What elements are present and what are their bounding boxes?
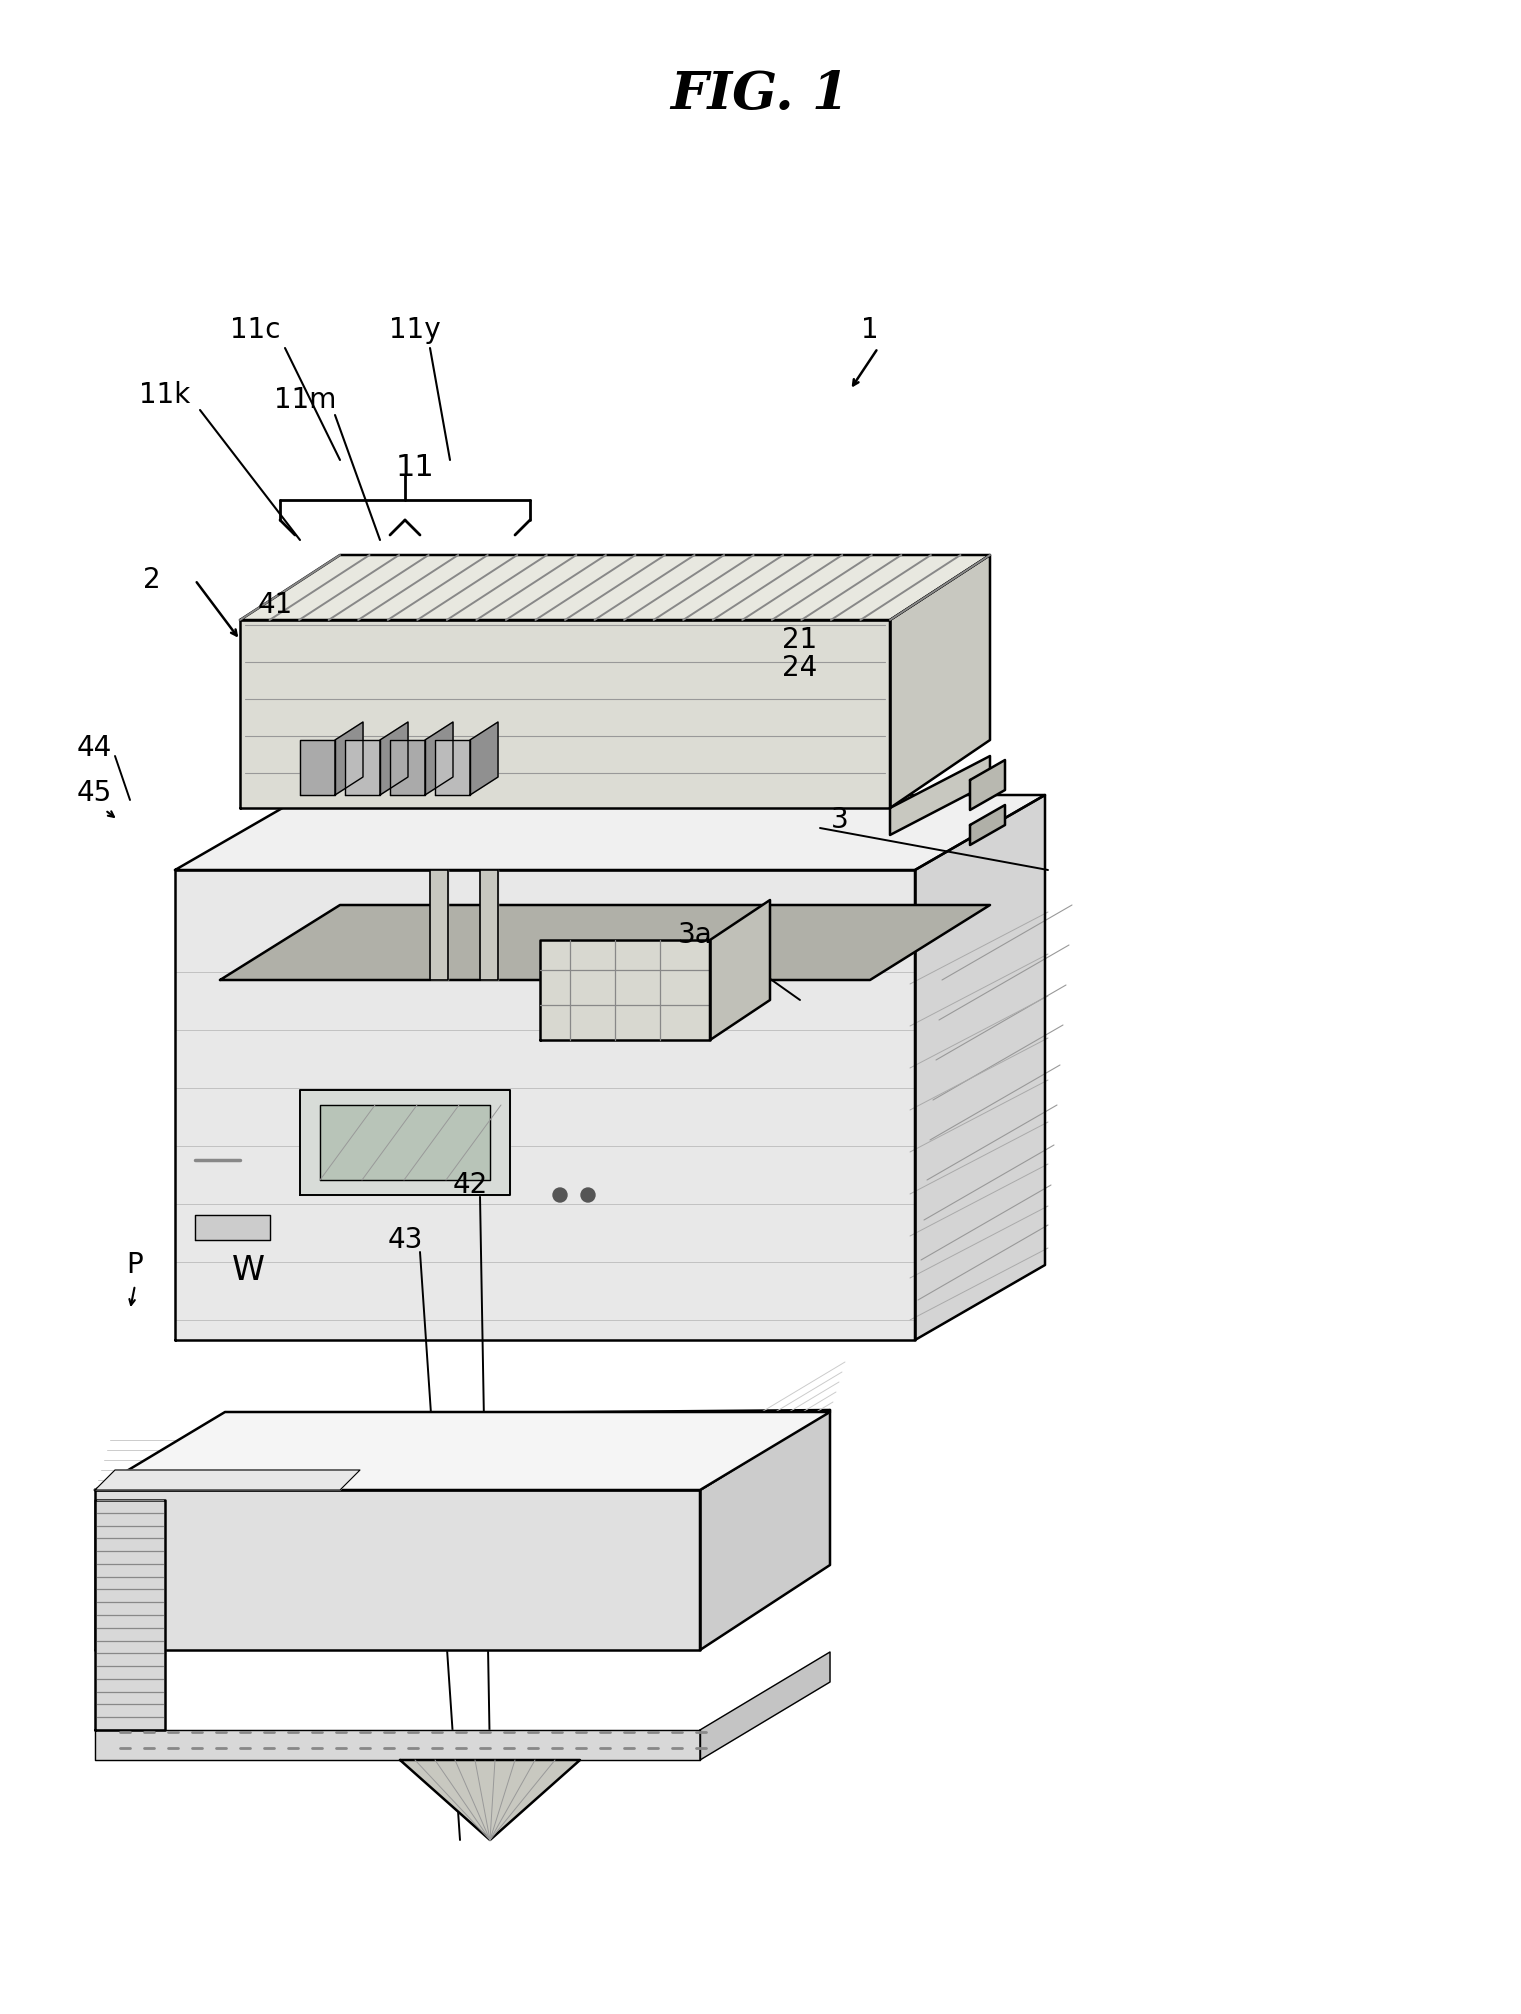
Text: W: W xyxy=(231,1253,265,1287)
Polygon shape xyxy=(240,556,990,620)
Polygon shape xyxy=(300,1090,510,1194)
Polygon shape xyxy=(345,739,380,796)
Text: 11c: 11c xyxy=(230,316,280,344)
Polygon shape xyxy=(970,759,1005,810)
Polygon shape xyxy=(94,1490,700,1649)
Circle shape xyxy=(554,1188,567,1202)
Polygon shape xyxy=(195,1214,271,1241)
Polygon shape xyxy=(335,721,364,796)
Polygon shape xyxy=(890,755,990,836)
Text: 11k: 11k xyxy=(140,381,190,409)
Polygon shape xyxy=(380,721,408,796)
Circle shape xyxy=(581,1188,595,1202)
Text: 43: 43 xyxy=(388,1227,423,1255)
Polygon shape xyxy=(470,721,497,796)
Text: FIG. 1: FIG. 1 xyxy=(671,70,849,121)
Text: P: P xyxy=(126,1251,143,1279)
Polygon shape xyxy=(94,1412,830,1490)
Polygon shape xyxy=(916,796,1045,1339)
Polygon shape xyxy=(710,900,770,1039)
Text: 45: 45 xyxy=(76,779,111,808)
Text: 11m: 11m xyxy=(274,387,336,415)
Polygon shape xyxy=(221,904,990,981)
Text: 44: 44 xyxy=(76,733,111,761)
Polygon shape xyxy=(481,870,497,981)
Polygon shape xyxy=(94,1470,360,1490)
Polygon shape xyxy=(240,620,890,808)
Polygon shape xyxy=(389,739,424,796)
Polygon shape xyxy=(700,1651,830,1760)
Polygon shape xyxy=(400,1760,580,1841)
Polygon shape xyxy=(94,1500,164,1730)
Text: 42: 42 xyxy=(452,1170,488,1198)
Text: 21: 21 xyxy=(782,626,818,655)
Polygon shape xyxy=(94,1410,830,1490)
Text: 2: 2 xyxy=(143,566,161,594)
Text: 11y: 11y xyxy=(389,316,441,344)
Polygon shape xyxy=(970,806,1005,846)
Polygon shape xyxy=(540,941,710,1039)
Text: 3a: 3a xyxy=(678,920,712,949)
Polygon shape xyxy=(890,556,990,808)
Polygon shape xyxy=(94,1730,700,1760)
Text: 3: 3 xyxy=(830,806,849,834)
Polygon shape xyxy=(435,739,470,796)
Polygon shape xyxy=(175,870,916,1339)
Polygon shape xyxy=(319,1106,490,1180)
Polygon shape xyxy=(300,739,335,796)
Text: 11: 11 xyxy=(395,453,435,483)
Polygon shape xyxy=(700,1410,830,1649)
Polygon shape xyxy=(430,870,449,981)
Text: 41: 41 xyxy=(257,590,292,618)
Polygon shape xyxy=(175,796,1045,870)
Text: 1: 1 xyxy=(861,316,879,344)
Polygon shape xyxy=(424,721,453,796)
Text: 24: 24 xyxy=(782,655,818,683)
